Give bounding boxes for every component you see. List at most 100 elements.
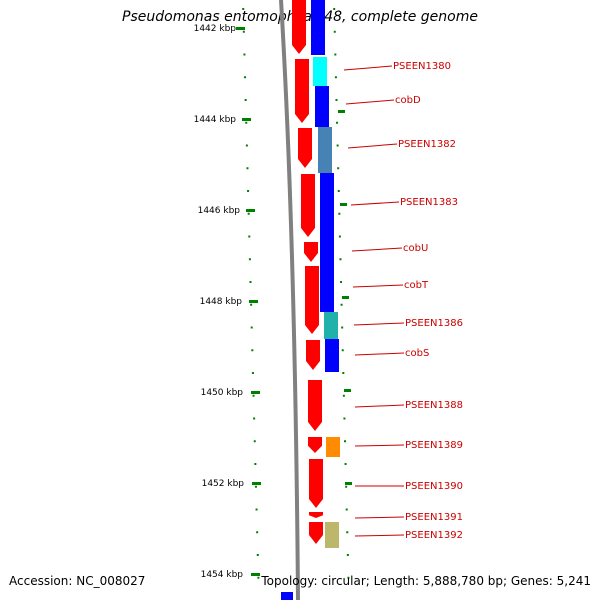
ruler-tick <box>242 30 245 33</box>
cds-arrow <box>298 128 312 168</box>
cds-track <box>292 0 323 544</box>
cog-track <box>311 0 340 548</box>
ruler-tick <box>341 349 344 352</box>
gene-label: PSEEN1390 <box>405 481 463 492</box>
label-leader-line <box>347 143 398 149</box>
ruler-labels: 1442 kbp 1444 kbp 1446 kbp 1448 kbp 1450… <box>194 24 245 580</box>
ruler-tick <box>335 99 338 101</box>
ruler-tick <box>248 235 251 238</box>
ruler-tick <box>257 576 260 579</box>
cog-segment <box>320 173 334 312</box>
ruler-tick <box>246 167 249 170</box>
backbone-arc <box>279 0 300 600</box>
ruler-tick <box>333 8 336 10</box>
gene-label: PSEEN1392 <box>405 530 463 541</box>
ruler-label: 1454 kbp <box>201 570 244 580</box>
cds-arrow <box>292 0 306 54</box>
ruler-major-tick <box>236 27 245 30</box>
ruler-tick <box>342 394 345 397</box>
accession-text: Accession: NC_008027 <box>9 574 146 588</box>
ruler-tick <box>251 349 254 352</box>
ruler-tick <box>337 167 340 170</box>
ruler-tick <box>344 463 347 465</box>
ruler-tick <box>342 372 345 374</box>
gene-label: cobD <box>395 95 421 106</box>
label-leaders <box>343 65 405 537</box>
ruler-tick <box>247 212 250 215</box>
ruler-tick <box>339 258 342 261</box>
ruler-tick <box>346 531 349 534</box>
ruler-tick <box>243 53 246 56</box>
cds-arrow <box>308 380 322 431</box>
cog-segment <box>313 57 327 86</box>
ruler-tick <box>341 326 344 329</box>
ruler-tick <box>250 303 253 306</box>
cog-segment <box>311 0 325 55</box>
ruler-tick <box>336 121 339 124</box>
gene-label: PSEEN1383 <box>400 197 458 208</box>
ruler-tick <box>248 258 251 261</box>
ruler-tick <box>334 76 337 79</box>
label-leader-line <box>354 352 405 356</box>
ruler-major-tick <box>242 118 251 121</box>
ruler-tick <box>338 212 341 215</box>
ruler-major-tick <box>251 573 260 576</box>
ruler-tick <box>251 372 254 374</box>
cog-segment <box>315 86 329 127</box>
cds-arrow <box>309 522 323 544</box>
ruler-label: 1446 kbp <box>198 206 241 216</box>
ruler-tick <box>244 99 247 101</box>
cog-segment <box>326 437 340 457</box>
ruler-tick <box>256 531 259 534</box>
ruler-tick <box>245 144 248 147</box>
ruler-major-tick <box>340 203 347 206</box>
ruler-tick <box>250 326 253 329</box>
label-leader-line <box>352 284 404 288</box>
gene-label: PSEEN1389 <box>405 440 463 451</box>
ruler-tick <box>254 485 257 488</box>
gene-label: cobU <box>403 243 428 254</box>
ruler-tick <box>252 394 255 397</box>
cds-arrow <box>301 174 315 237</box>
ruler-tick <box>249 281 252 283</box>
label-leader-line <box>354 516 405 519</box>
ruler-tick <box>344 440 347 443</box>
cds-arrow <box>304 242 318 262</box>
ruler-major-tick <box>246 209 255 212</box>
ruler-tick <box>245 121 248 124</box>
cds-arrow <box>308 437 322 453</box>
ruler-label: 1450 kbp <box>201 388 244 398</box>
cog-segment <box>318 127 332 173</box>
gene-label: cobT <box>404 280 429 291</box>
topology-text: Topology: circular; Length: 5,888,780 bp… <box>261 574 591 588</box>
ruler-tick <box>253 440 256 443</box>
gene-label: PSEEN1380 <box>393 61 451 72</box>
label-leader-line <box>343 65 393 71</box>
ruler-major-tick <box>342 296 349 299</box>
ruler-major-tick <box>252 482 261 485</box>
cog-segment <box>325 339 339 372</box>
ruler-ticks-left <box>236 8 261 579</box>
gene-label: PSEEN1386 <box>405 318 463 329</box>
ruler-major-tick <box>251 391 260 394</box>
label-leader-line <box>354 534 405 537</box>
ruler-major-tick <box>338 110 345 113</box>
cds-arrow <box>305 266 319 334</box>
ruler-tick <box>346 554 349 556</box>
cds-arrow <box>309 512 323 518</box>
ruler-label: 1444 kbp <box>194 115 237 125</box>
gene-labels: PSEEN1380 cobD PSEEN1382 PSEEN1383 cobU … <box>393 61 463 541</box>
ruler-tick <box>343 417 346 420</box>
ruler-major-tick <box>249 300 258 303</box>
gene-label: PSEEN1391 <box>405 512 463 523</box>
ruler-label: 1448 kbp <box>200 297 243 307</box>
ruler-major-tick <box>345 482 352 485</box>
ruler-tick <box>253 417 256 420</box>
ruler-tick <box>336 144 339 147</box>
ruler-tick <box>333 30 336 33</box>
ruler-tick <box>345 485 348 488</box>
label-leader-line <box>350 201 400 206</box>
gene-label: cobS <box>405 348 429 359</box>
cog-segment <box>325 522 339 548</box>
